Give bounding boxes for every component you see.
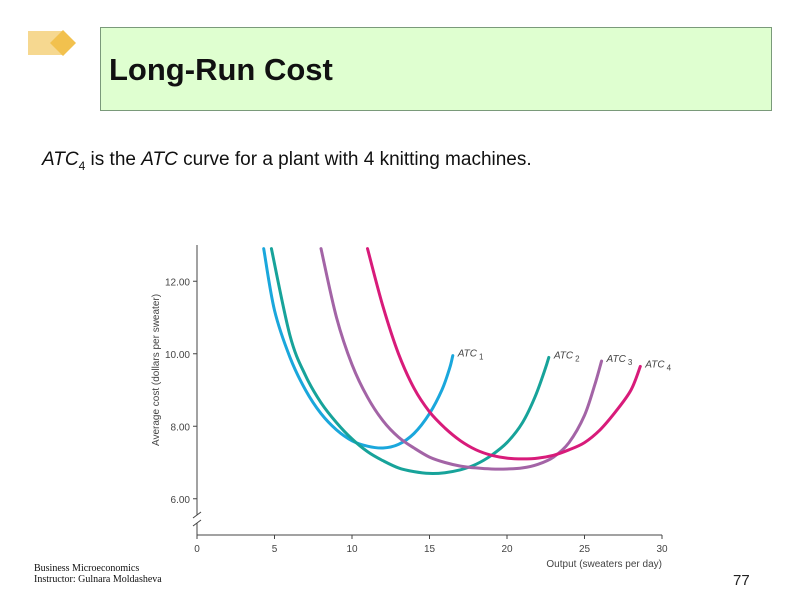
y-tick-label: 10.00 <box>165 350 190 361</box>
y-tick-label: 6.00 <box>171 495 191 506</box>
y-axis-break-mark <box>192 511 202 519</box>
subtitle-atc: ATC <box>141 149 178 170</box>
atc2-curve <box>269 247 551 475</box>
y-axis-break-mark <box>192 519 202 527</box>
series-subscript: 3 <box>628 358 633 367</box>
subtitle-text-1: is the <box>85 149 142 170</box>
page-number: 77 <box>733 572 750 589</box>
series-subscript: 2 <box>575 354 580 363</box>
atc4-curve <box>366 247 642 461</box>
x-tick-label: 0 <box>194 544 200 555</box>
series-name: ATC <box>644 359 665 370</box>
atc2-label: ATC 2 <box>553 350 580 363</box>
x-axis-label: Output (sweaters per day) <box>546 559 662 570</box>
x-tick-label: 20 <box>501 544 513 555</box>
arrow-diamond <box>50 30 76 56</box>
y-axis-label: Average cost (dollars per sweater) <box>151 294 162 446</box>
y-tick-label: 12.00 <box>165 277 190 288</box>
x-tick-label: 5 <box>272 544 278 555</box>
footer-instructor: Instructor: Gulnara Moldasheva <box>34 574 162 585</box>
footer-course: Business Microeconomics <box>34 563 140 574</box>
atc3-label: ATC 3 <box>606 354 633 367</box>
x-tick-label: 15 <box>424 544 436 555</box>
subtitle-atc4-subscript: 4 <box>78 158 86 173</box>
atc-chart: 0 5 10 15 20 25 30 6.00 8.00 10.00 12.00 Output (sw… <box>151 245 672 570</box>
x-tick-label: 10 <box>346 544 358 555</box>
y-tick-label: 8.00 <box>171 422 191 433</box>
slide-subtitle: ATC4 is the ATC curve for a plant with 4… <box>42 149 532 173</box>
subtitle-text-2: curve for a plant with 4 knitting machin… <box>177 149 532 170</box>
series-name: ATC <box>553 350 574 361</box>
title-box: Long-Run Cost <box>100 27 772 111</box>
series-name: ATC <box>606 354 627 365</box>
series-subscript: 1 <box>479 353 484 362</box>
x-tick-label: 25 <box>579 544 591 555</box>
footer: Business Microeconomics Instructor: Guln… <box>34 563 162 585</box>
atc1-label: ATC 1 <box>457 349 484 362</box>
subtitle-atc4: ATC <box>42 149 79 170</box>
atc1-curve <box>262 247 455 450</box>
atc4-label: ATC 4 <box>644 359 671 372</box>
series-name: ATC <box>457 349 478 360</box>
series-subscript: 4 <box>667 363 672 372</box>
x-tick-label: 30 <box>656 544 668 555</box>
atc3-curve <box>319 247 604 471</box>
slide-title: Long-Run Cost <box>109 52 333 87</box>
arrow-diamond-icon <box>28 30 76 56</box>
